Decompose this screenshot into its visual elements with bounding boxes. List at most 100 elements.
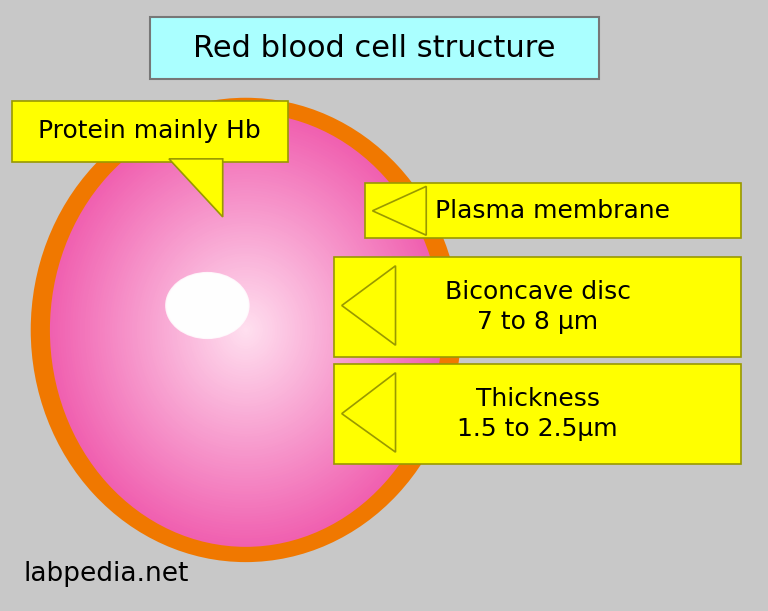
Ellipse shape [199, 278, 293, 382]
Ellipse shape [72, 137, 419, 522]
FancyBboxPatch shape [365, 183, 741, 238]
Ellipse shape [104, 174, 387, 486]
Ellipse shape [170, 276, 244, 335]
Ellipse shape [114, 185, 377, 475]
Ellipse shape [236, 319, 256, 341]
Ellipse shape [243, 327, 248, 332]
Ellipse shape [122, 192, 369, 467]
Ellipse shape [211, 291, 280, 368]
Ellipse shape [206, 286, 286, 374]
Text: Protein mainly Hb: Protein mainly Hb [38, 119, 261, 144]
Text: Red blood cell structure: Red blood cell structure [193, 34, 555, 63]
Ellipse shape [204, 284, 288, 376]
Ellipse shape [174, 279, 240, 332]
Ellipse shape [80, 146, 412, 514]
Ellipse shape [178, 282, 237, 329]
Polygon shape [169, 159, 223, 217]
Ellipse shape [94, 163, 397, 497]
Ellipse shape [167, 274, 247, 337]
Ellipse shape [164, 240, 328, 420]
Ellipse shape [167, 242, 325, 418]
Ellipse shape [177, 253, 315, 407]
Ellipse shape [87, 154, 405, 506]
Ellipse shape [68, 132, 424, 528]
Ellipse shape [137, 209, 355, 451]
Ellipse shape [228, 311, 263, 349]
Ellipse shape [216, 297, 276, 363]
Ellipse shape [191, 269, 300, 390]
Ellipse shape [165, 272, 250, 339]
Ellipse shape [169, 245, 323, 415]
Ellipse shape [183, 286, 232, 325]
Ellipse shape [179, 256, 313, 404]
Polygon shape [372, 186, 426, 235]
Ellipse shape [187, 264, 305, 396]
Ellipse shape [214, 295, 278, 365]
Ellipse shape [134, 207, 357, 453]
Ellipse shape [112, 181, 379, 478]
Ellipse shape [159, 234, 333, 426]
Ellipse shape [218, 300, 273, 360]
Ellipse shape [65, 130, 427, 530]
Ellipse shape [124, 196, 367, 464]
Ellipse shape [97, 165, 395, 495]
Ellipse shape [31, 98, 461, 562]
Text: Thickness
1.5 to 2.5μm: Thickness 1.5 to 2.5μm [457, 387, 618, 441]
FancyBboxPatch shape [334, 364, 741, 464]
Ellipse shape [117, 187, 375, 473]
Text: Biconcave disc
7 to 8 μm: Biconcave disc 7 to 8 μm [445, 280, 631, 334]
Ellipse shape [52, 115, 439, 544]
Ellipse shape [151, 225, 340, 434]
Ellipse shape [171, 277, 243, 334]
Ellipse shape [161, 236, 330, 423]
Ellipse shape [70, 135, 422, 525]
Ellipse shape [189, 267, 303, 393]
Ellipse shape [78, 143, 414, 517]
Ellipse shape [119, 190, 372, 470]
Ellipse shape [174, 251, 318, 409]
Ellipse shape [223, 306, 268, 354]
Text: Plasma membrane: Plasma membrane [435, 199, 670, 223]
Ellipse shape [181, 285, 233, 326]
Ellipse shape [179, 283, 236, 328]
Ellipse shape [241, 324, 250, 335]
Ellipse shape [62, 126, 429, 533]
Ellipse shape [171, 247, 320, 412]
Ellipse shape [184, 287, 230, 324]
Ellipse shape [129, 201, 362, 459]
Ellipse shape [233, 316, 258, 343]
Ellipse shape [154, 229, 337, 431]
Ellipse shape [132, 203, 359, 456]
Ellipse shape [182, 285, 233, 326]
Ellipse shape [238, 322, 253, 338]
Ellipse shape [196, 275, 296, 385]
Ellipse shape [201, 280, 290, 379]
Ellipse shape [50, 113, 442, 547]
Ellipse shape [102, 170, 389, 489]
Text: labpedia.net: labpedia.net [23, 560, 188, 587]
Ellipse shape [84, 152, 407, 508]
Ellipse shape [209, 289, 283, 371]
Ellipse shape [174, 279, 241, 332]
Ellipse shape [60, 124, 432, 536]
Ellipse shape [139, 212, 353, 448]
Ellipse shape [231, 313, 260, 346]
Ellipse shape [180, 284, 235, 327]
Polygon shape [342, 266, 396, 345]
Ellipse shape [127, 198, 365, 462]
Ellipse shape [90, 157, 402, 503]
Ellipse shape [176, 280, 239, 331]
Ellipse shape [107, 176, 385, 484]
Ellipse shape [194, 273, 298, 387]
Ellipse shape [149, 223, 343, 437]
Ellipse shape [193, 294, 222, 317]
Ellipse shape [226, 308, 266, 352]
Ellipse shape [168, 274, 247, 337]
Ellipse shape [169, 275, 246, 336]
Ellipse shape [144, 218, 347, 442]
Ellipse shape [92, 159, 399, 500]
Ellipse shape [184, 262, 308, 398]
Polygon shape [342, 373, 396, 452]
Ellipse shape [141, 214, 350, 445]
FancyBboxPatch shape [12, 101, 288, 162]
